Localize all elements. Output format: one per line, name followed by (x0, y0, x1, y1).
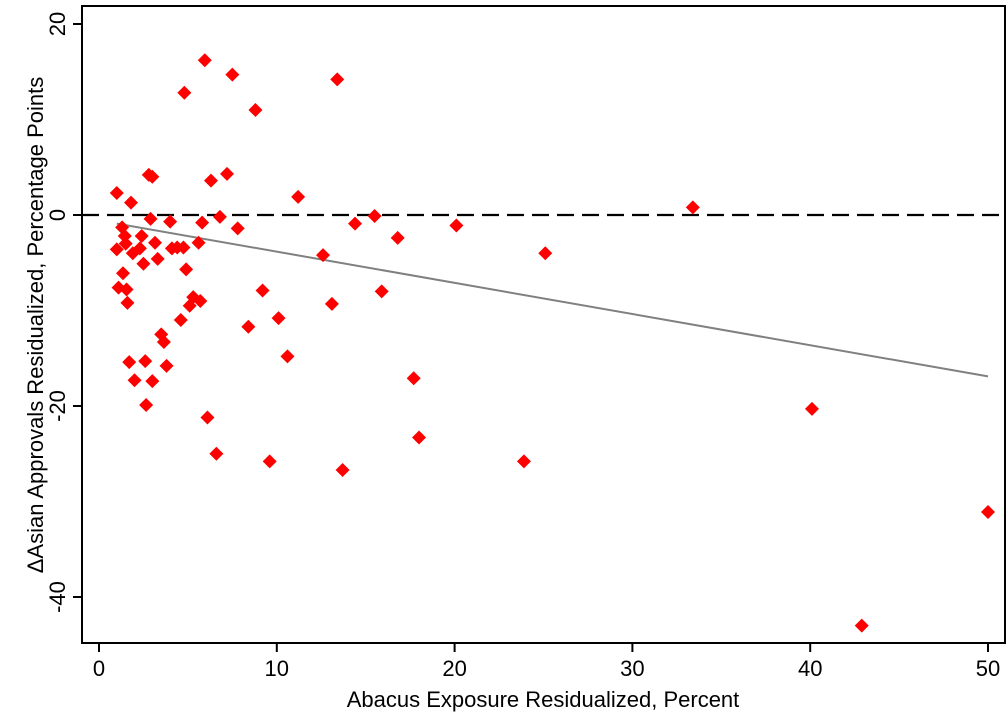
data-point (324, 296, 339, 311)
data-point (209, 446, 224, 461)
data-point (804, 401, 819, 416)
data-point (230, 221, 245, 236)
data-point (138, 354, 153, 369)
data-point (390, 230, 405, 245)
data-point (220, 166, 235, 181)
data-point (348, 216, 363, 231)
data-point (406, 371, 421, 386)
y-tick-label: -40 (45, 581, 70, 613)
data-point (200, 410, 215, 425)
data-point (122, 355, 137, 370)
data-point (118, 236, 133, 251)
data-point (127, 373, 142, 388)
data-point (854, 618, 869, 633)
data-point (204, 173, 219, 188)
data-point (176, 240, 191, 255)
data-point (179, 262, 194, 277)
data-point (145, 374, 160, 389)
data-point (330, 72, 345, 87)
data-point (143, 211, 158, 226)
data-point (109, 242, 124, 257)
data-point (280, 349, 295, 364)
data-point (124, 195, 139, 210)
x-tick-label: 10 (265, 656, 289, 681)
data-point (159, 358, 174, 373)
fit-line (116, 222, 989, 378)
data-point (177, 85, 192, 100)
x-tick-label: 50 (976, 656, 1000, 681)
data-point (225, 67, 240, 82)
data-point (116, 266, 131, 281)
data-point (191, 235, 206, 250)
y-tick-label: -20 (45, 390, 70, 422)
data-point (516, 454, 531, 469)
data-point (150, 251, 165, 266)
data-point (241, 319, 256, 334)
x-tick-label: 30 (620, 656, 644, 681)
data-point (271, 311, 286, 326)
data-point (139, 398, 154, 413)
plot-frame (81, 5, 1006, 644)
x-tick-label: 40 (798, 656, 822, 681)
data-point (117, 229, 132, 244)
y-tick-label: 0 (45, 209, 70, 221)
data-point (134, 229, 149, 244)
data-point (145, 169, 160, 184)
x-tick-label: 20 (442, 656, 466, 681)
data-point (109, 186, 124, 201)
data-point (374, 284, 389, 299)
y-axis-label: ΔAsian Approvals Residualized, Percentag… (23, 77, 48, 574)
data-point (173, 313, 188, 328)
data-point (212, 209, 227, 224)
data-point (163, 214, 178, 229)
y-axis: -40 -20 0 20 (45, 12, 82, 613)
data-point (132, 241, 147, 256)
data-point (119, 282, 134, 297)
data-point (291, 189, 306, 204)
data-point (148, 235, 163, 250)
x-axis: 0 10 20 30 40 50 (93, 643, 1000, 681)
data-point (120, 295, 135, 310)
data-point (538, 246, 553, 261)
data-point (248, 102, 263, 117)
points-layer (109, 53, 995, 633)
x-axis-label: Abacus Exposure Residualized, Percent (347, 687, 740, 712)
data-point (449, 218, 464, 233)
data-point (367, 208, 382, 223)
data-point (981, 505, 995, 520)
data-point (193, 293, 208, 308)
data-point (255, 283, 270, 298)
x-tick-label: 0 (93, 656, 105, 681)
data-point (197, 53, 212, 68)
data-point (412, 430, 427, 445)
y-tick-label: 20 (45, 12, 70, 36)
data-point (195, 215, 210, 230)
data-point (136, 256, 151, 271)
data-point (335, 462, 350, 477)
data-point (262, 454, 277, 469)
data-point (156, 335, 171, 350)
data-point (685, 200, 700, 215)
data-point (316, 248, 331, 263)
